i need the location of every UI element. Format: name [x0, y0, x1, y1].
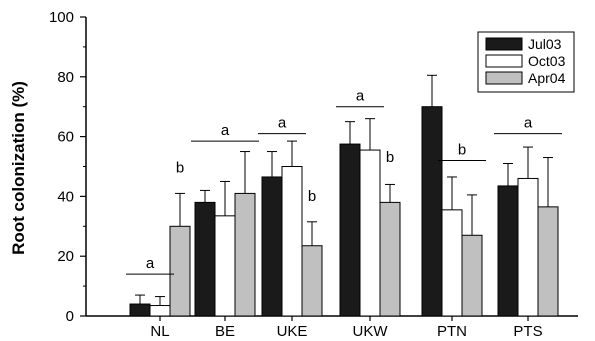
bar: [359, 149, 381, 317]
x-tick-label: BE: [215, 323, 235, 340]
y-tick-label: 60: [57, 129, 74, 146]
bar: [537, 206, 559, 317]
y-axis-label: Root colonization (%): [9, 81, 28, 255]
bars: [129, 106, 559, 317]
error-bars: [135, 74, 553, 306]
bar: [281, 166, 303, 317]
y-tick-label: 0: [66, 308, 74, 325]
legend-swatch: [485, 71, 523, 85]
bar: [441, 209, 463, 317]
significance-letter: a: [146, 255, 155, 272]
y-tick-label: 20: [57, 248, 74, 265]
significance-letter: b: [308, 188, 316, 205]
bar: [261, 176, 283, 317]
bar: [339, 143, 361, 317]
legend-swatch: [485, 54, 523, 68]
bar: [169, 225, 191, 317]
bar: [517, 177, 539, 317]
bar: [497, 185, 519, 317]
legend-swatch: [485, 37, 523, 51]
x-tick-label: NL: [150, 323, 169, 340]
y-tick-label: 80: [57, 69, 74, 86]
x-tick-label: UKW: [353, 323, 389, 340]
x-tick-label: PTN: [437, 323, 467, 340]
significance-letter: a: [356, 88, 365, 105]
y-axis-label-group: Root colonization (%): [9, 81, 28, 255]
x-tick-label: UKE: [277, 323, 308, 340]
legend-label: Apr04: [528, 70, 566, 86]
significance-letter: a: [278, 115, 287, 132]
significance-markers: a b a a b a b b a: [126, 88, 562, 275]
bar: [214, 215, 236, 317]
significance-letter: a: [524, 115, 533, 132]
bar: [379, 201, 401, 317]
significance-letter: b: [386, 149, 394, 166]
x-tick-label: PTS: [513, 323, 542, 340]
bar: [194, 201, 216, 317]
significance-letter: b: [176, 159, 184, 176]
bar: [461, 234, 483, 317]
y-tick-label: 100: [49, 9, 74, 26]
bar: [301, 245, 323, 317]
significance-letter: b: [458, 142, 466, 159]
legend-label: Jul03: [528, 36, 562, 52]
bar: [234, 192, 256, 317]
legend-label: Oct03: [528, 53, 566, 69]
bar: [129, 303, 151, 317]
significance-letter: a: [221, 122, 230, 139]
bar: [421, 106, 443, 317]
y-tick-label: 40: [57, 188, 74, 205]
bar: [149, 305, 171, 317]
